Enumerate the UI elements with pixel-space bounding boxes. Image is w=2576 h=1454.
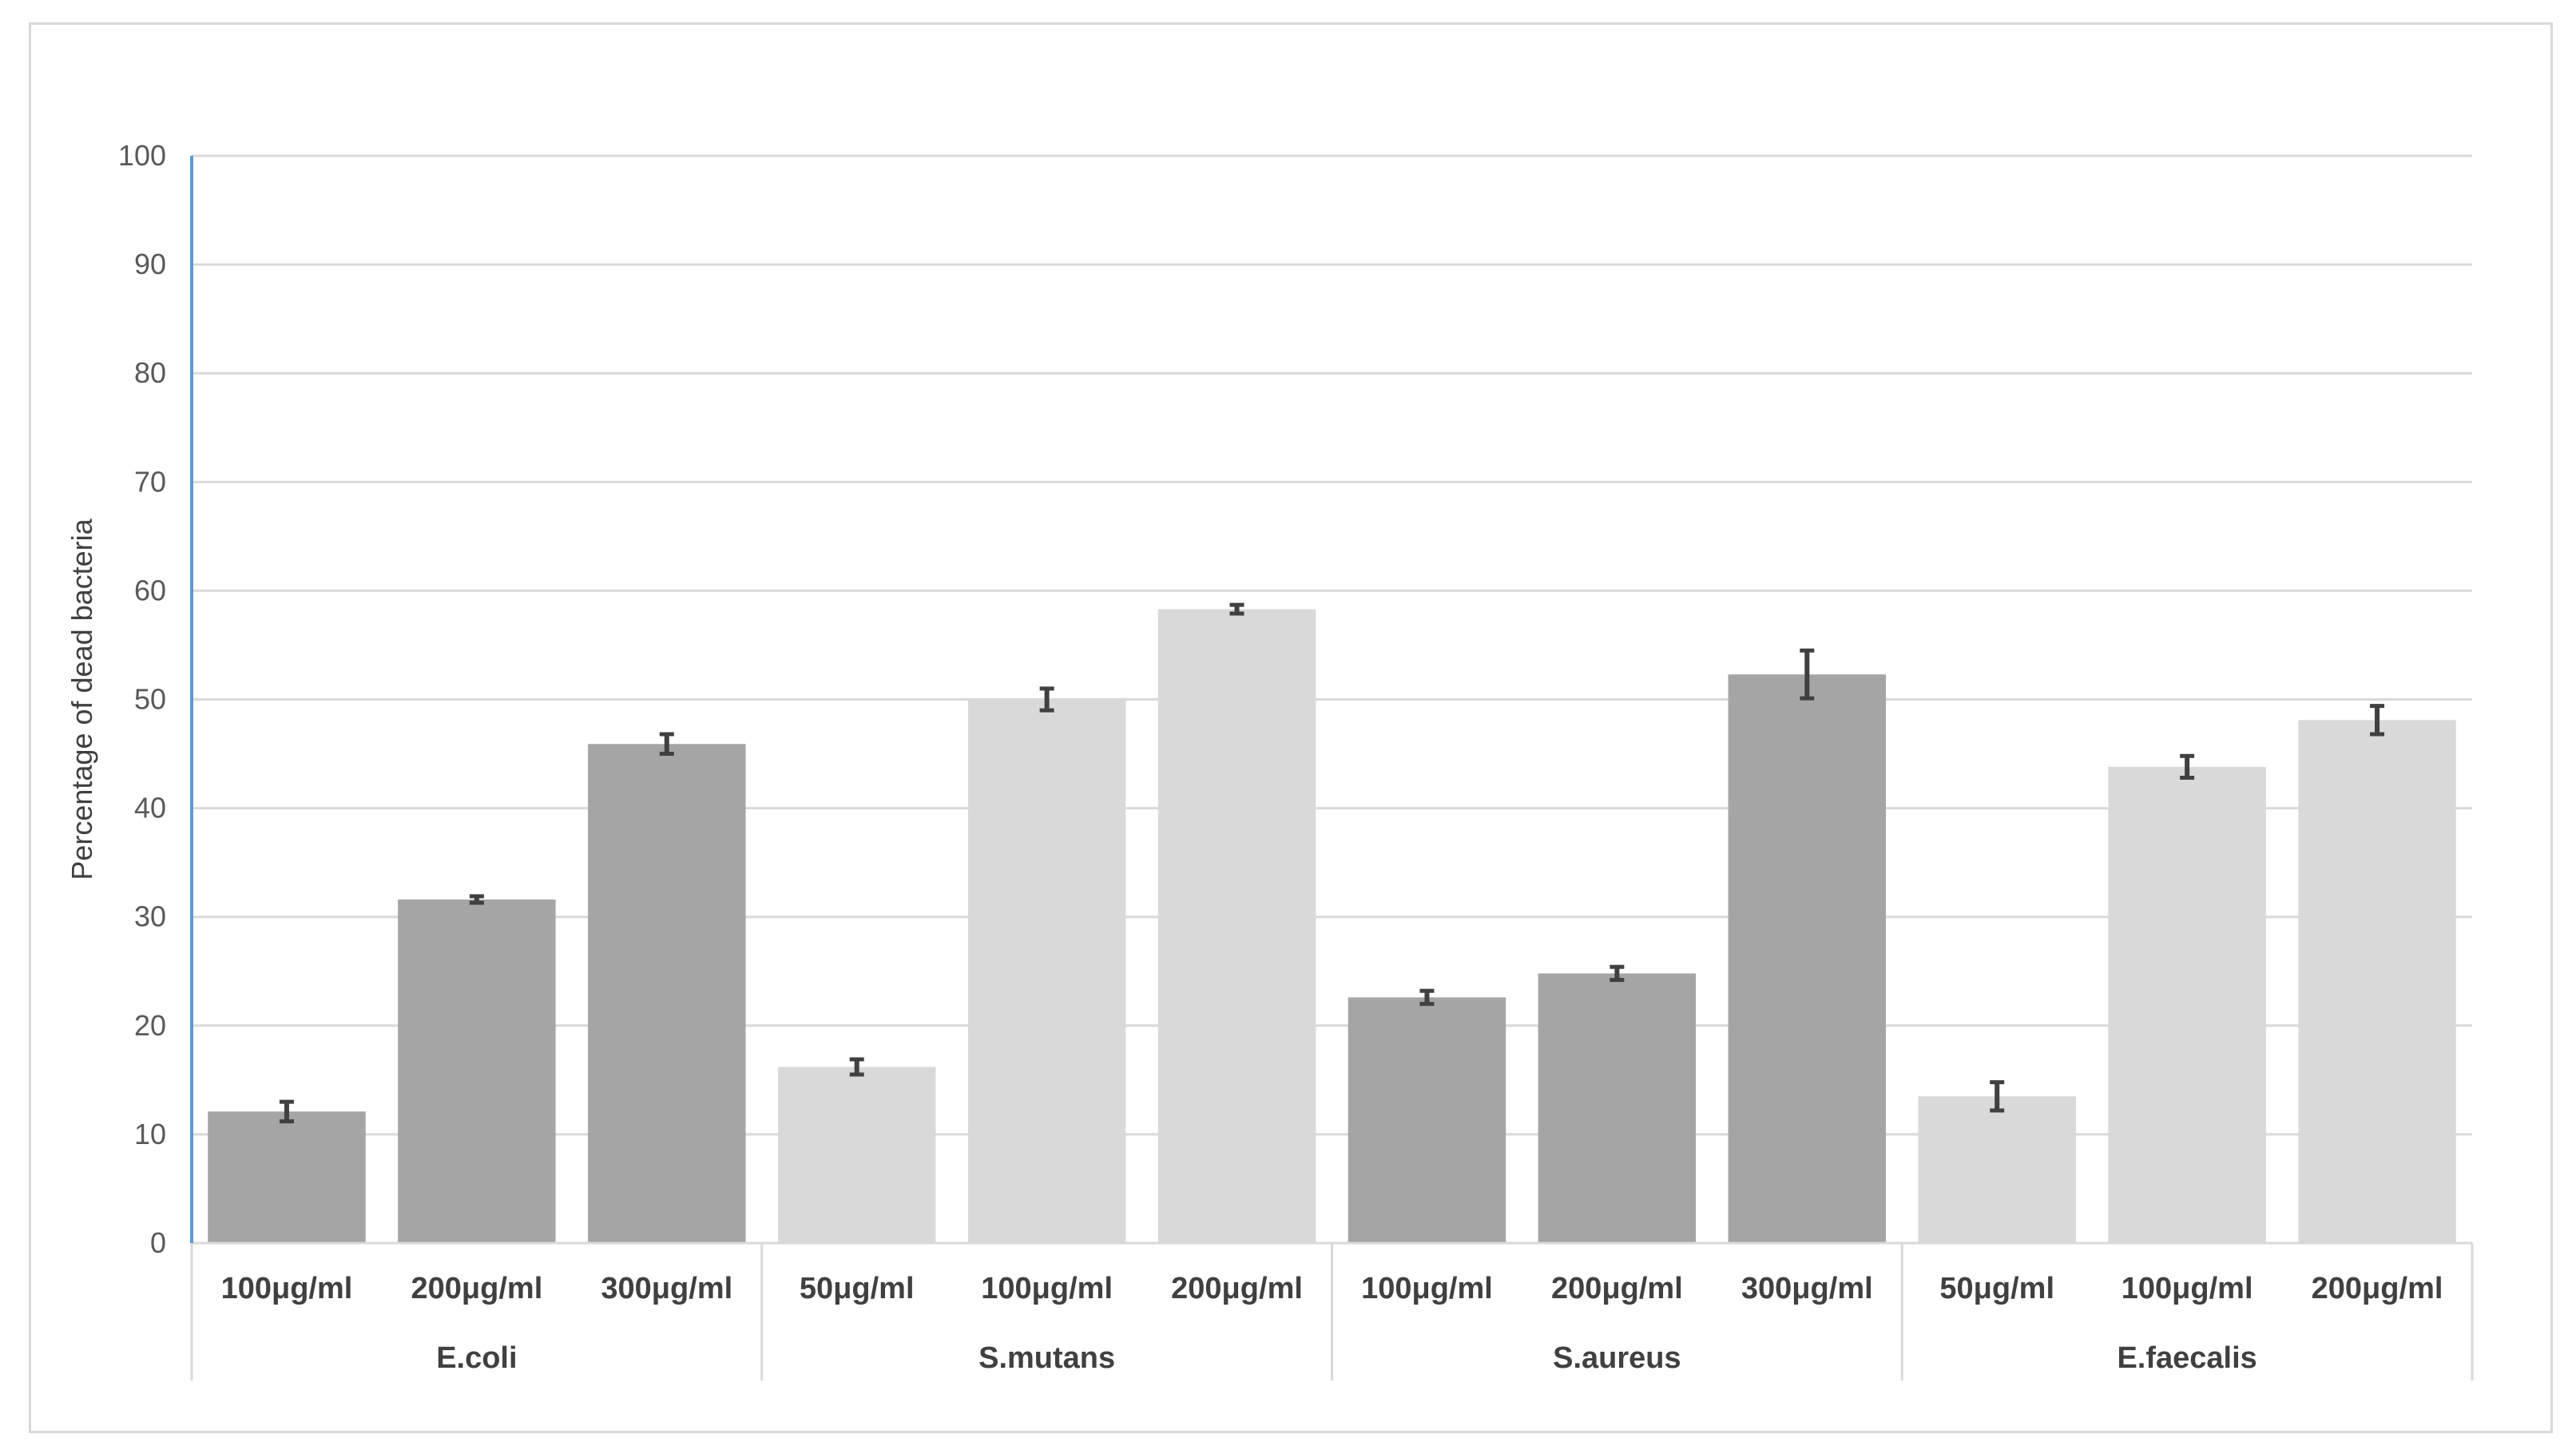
group-label: E.coli: [436, 1341, 517, 1375]
y-tick-label: 0: [150, 1226, 166, 1259]
bar: [2298, 720, 2456, 1243]
x-tick-label: 50μg/ml: [1939, 1272, 2054, 1305]
x-tick-label: 100μg/ml: [1361, 1272, 1493, 1305]
x-tick-label: 100μg/ml: [2122, 1272, 2253, 1305]
y-tick-label: 50: [134, 683, 166, 716]
x-tick-label: 100μg/ml: [221, 1272, 353, 1305]
y-tick-label: 70: [134, 465, 166, 498]
bar: [967, 699, 1126, 1243]
y-tick-labels: 0 10 20 30 40 50 60 70 80 90 100: [118, 139, 166, 1259]
y-tick-label: 30: [134, 900, 166, 933]
bar: [1728, 674, 1887, 1243]
bar: [1538, 973, 1697, 1243]
bar: [1918, 1096, 2076, 1243]
error-bars: [279, 602, 2385, 1124]
x-tick-label: 200μg/ml: [411, 1272, 542, 1305]
y-tick-label: 10: [134, 1118, 166, 1150]
bar: [398, 899, 556, 1243]
group-label: S.aureus: [1553, 1341, 1681, 1375]
y-tick-label: 40: [134, 792, 166, 824]
y-axis-title: Percentage of dead bacteria: [65, 518, 98, 880]
x-tick-label: 200μg/ml: [2312, 1272, 2443, 1305]
group-label: S.mutans: [978, 1341, 1115, 1375]
y-tick-label: 80: [134, 356, 166, 389]
y-tick-label: 100: [118, 139, 166, 172]
bar: [777, 1067, 936, 1243]
x-tick-label: 200μg/ml: [1551, 1272, 1683, 1305]
group-label: E.faecalis: [2117, 1341, 2256, 1375]
y-tick-label: 90: [134, 248, 166, 280]
x-tick-label: 300μg/ml: [601, 1272, 732, 1305]
bar: [1157, 609, 1316, 1243]
x-tick-label: 100μg/ml: [981, 1272, 1113, 1305]
y-tick-label: 20: [134, 1009, 166, 1042]
bar: [1348, 997, 1506, 1243]
x-tick-label: 300μg/ml: [1741, 1272, 1873, 1305]
bar: [208, 1111, 366, 1243]
x-axis: 100μg/ml 200μg/ml 300μg/ml E.coli 50μg/ml 100…: [190, 1241, 2474, 1381]
bar: [588, 744, 746, 1243]
y-tick-label: 60: [134, 574, 166, 606]
bars: [208, 609, 2456, 1243]
bar: [2108, 766, 2266, 1243]
x-tick-label: 50μg/ml: [800, 1272, 915, 1305]
x-tick-label: 200μg/ml: [1171, 1272, 1303, 1305]
